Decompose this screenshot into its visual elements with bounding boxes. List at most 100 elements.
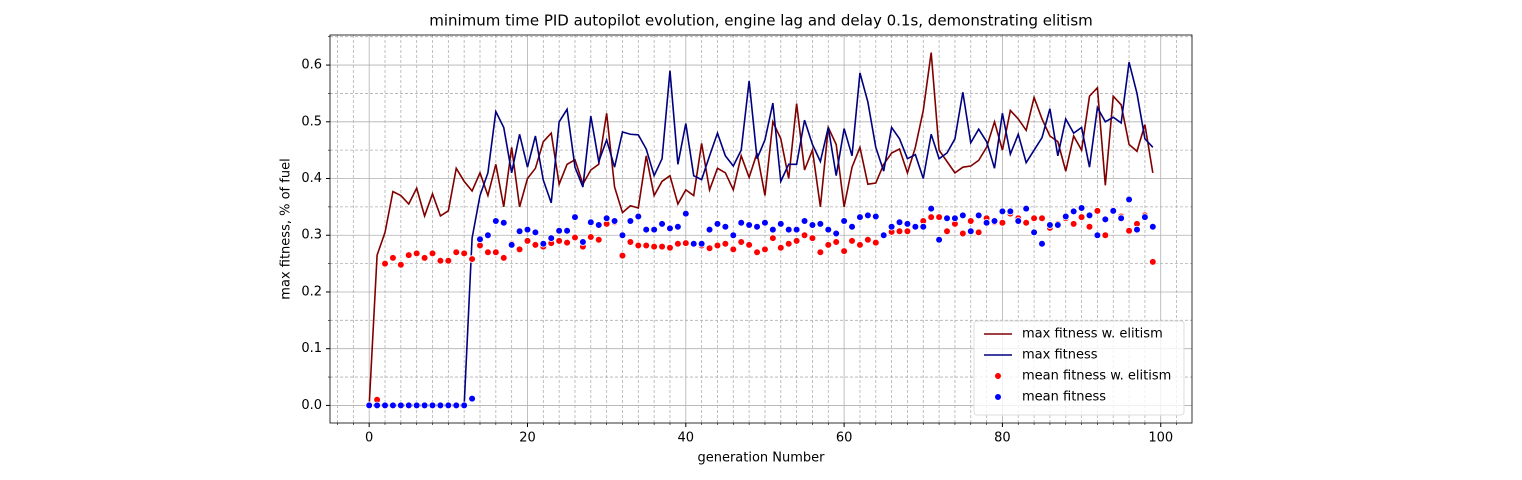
x-tick-label: 40 bbox=[678, 431, 695, 446]
point bbox=[943, 214, 951, 223]
point bbox=[610, 217, 619, 225]
point bbox=[468, 255, 476, 263]
point bbox=[1125, 226, 1133, 235]
point bbox=[682, 239, 690, 247]
point bbox=[737, 238, 746, 246]
point bbox=[832, 238, 840, 246]
point bbox=[753, 222, 761, 231]
point bbox=[895, 227, 904, 236]
point bbox=[864, 211, 872, 220]
point bbox=[460, 401, 468, 410]
point bbox=[966, 217, 975, 225]
point bbox=[974, 211, 983, 220]
point bbox=[721, 222, 730, 231]
point bbox=[808, 234, 817, 242]
point bbox=[745, 221, 753, 229]
point bbox=[1085, 222, 1094, 231]
point bbox=[420, 401, 429, 410]
point bbox=[555, 226, 563, 235]
point bbox=[571, 213, 579, 221]
point bbox=[674, 222, 682, 231]
point bbox=[959, 229, 967, 238]
point bbox=[816, 248, 825, 257]
point bbox=[373, 401, 381, 410]
point bbox=[1149, 258, 1157, 266]
point bbox=[856, 241, 864, 249]
point bbox=[784, 225, 793, 234]
y-tick-label: 0.3 bbox=[301, 228, 322, 243]
point bbox=[484, 231, 492, 240]
point bbox=[1030, 214, 1038, 223]
point bbox=[935, 235, 943, 244]
point bbox=[871, 238, 880, 247]
x-axis-label: generation Number bbox=[697, 451, 825, 466]
point bbox=[365, 401, 373, 410]
point bbox=[452, 248, 461, 257]
point bbox=[792, 225, 801, 234]
point bbox=[761, 245, 769, 254]
point bbox=[1046, 221, 1054, 229]
point bbox=[800, 217, 809, 225]
point bbox=[713, 241, 722, 250]
point bbox=[531, 228, 540, 237]
legend-frame bbox=[973, 320, 1185, 416]
y-tick-label: 0.2 bbox=[301, 284, 322, 299]
point bbox=[579, 238, 587, 246]
point bbox=[1022, 204, 1030, 213]
point bbox=[982, 218, 991, 227]
point bbox=[531, 241, 540, 249]
point bbox=[1061, 212, 1070, 221]
point bbox=[666, 243, 674, 252]
x-tick-label: 20 bbox=[519, 431, 536, 446]
point bbox=[824, 241, 833, 249]
point bbox=[404, 251, 413, 259]
point bbox=[998, 207, 1007, 216]
point bbox=[523, 225, 532, 234]
line bbox=[368, 52, 1154, 406]
point bbox=[769, 225, 777, 234]
legend-label: mean fitness bbox=[1022, 390, 1106, 405]
x-tick-label: 60 bbox=[836, 431, 853, 446]
point bbox=[824, 225, 833, 234]
point bbox=[903, 220, 912, 228]
point bbox=[776, 220, 785, 228]
point bbox=[618, 251, 627, 260]
point bbox=[626, 217, 635, 225]
point bbox=[634, 241, 643, 250]
point bbox=[642, 241, 651, 250]
point bbox=[523, 237, 532, 245]
y-tick-label: 0.1 bbox=[301, 341, 322, 356]
point bbox=[911, 222, 920, 231]
x-tick-label: 100 bbox=[1148, 431, 1173, 446]
point bbox=[563, 226, 571, 235]
point bbox=[499, 254, 508, 262]
point bbox=[769, 234, 777, 242]
point bbox=[658, 242, 666, 251]
point bbox=[1077, 204, 1086, 212]
point bbox=[1014, 217, 1023, 225]
point bbox=[721, 239, 730, 248]
point bbox=[602, 214, 611, 223]
point bbox=[1117, 214, 1125, 223]
point bbox=[705, 225, 714, 234]
point bbox=[848, 222, 856, 231]
point bbox=[476, 241, 484, 250]
point bbox=[1069, 207, 1078, 216]
point bbox=[943, 227, 951, 236]
point bbox=[412, 249, 421, 258]
point bbox=[389, 401, 397, 410]
point bbox=[468, 394, 476, 403]
point bbox=[848, 237, 856, 245]
point bbox=[428, 249, 437, 258]
point bbox=[397, 401, 405, 410]
point bbox=[492, 248, 500, 257]
point bbox=[444, 401, 453, 410]
point bbox=[1069, 220, 1078, 228]
point bbox=[515, 227, 524, 236]
point bbox=[1109, 207, 1118, 215]
point bbox=[436, 401, 445, 410]
point bbox=[808, 221, 817, 229]
point bbox=[903, 227, 912, 236]
point bbox=[927, 204, 935, 213]
legend-label: mean fitness w. elitism bbox=[1022, 369, 1171, 384]
